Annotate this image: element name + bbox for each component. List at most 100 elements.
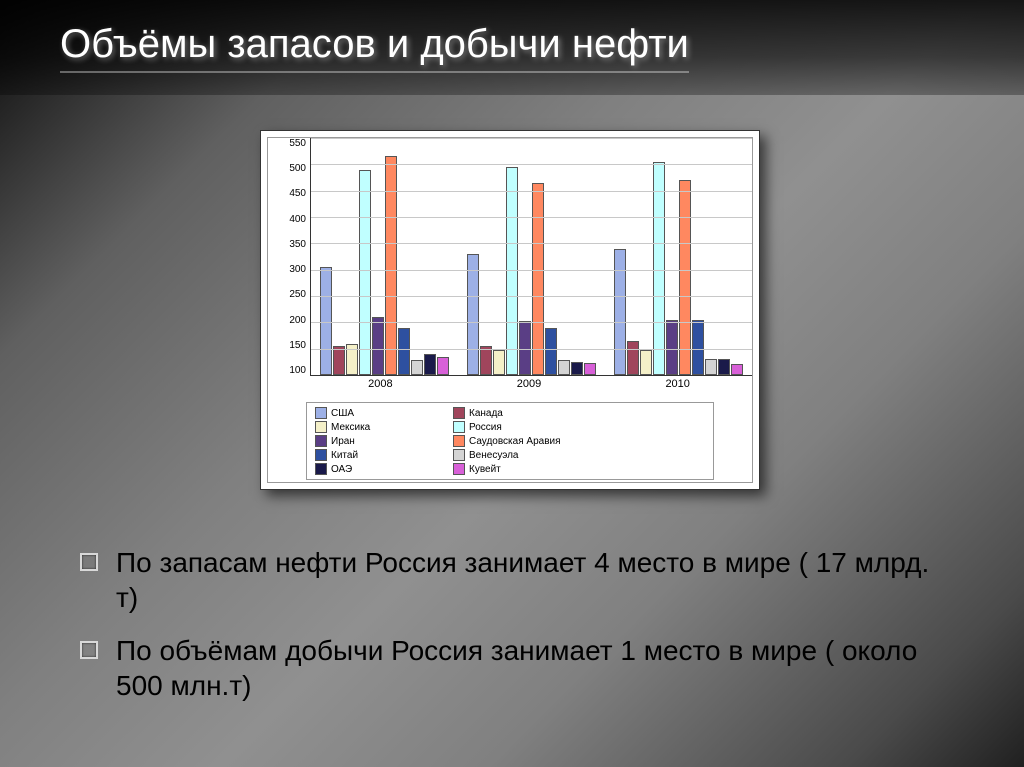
legend-label: Иран <box>331 436 355 447</box>
x-axis: 200820092010 <box>306 376 752 398</box>
legend-swatch <box>453 449 465 461</box>
bar <box>705 359 717 375</box>
chart-inner: 550 500 450 400 350 300 250 200 150 100 200820092… <box>267 137 753 483</box>
bar-group <box>458 138 605 375</box>
legend-item: Россия <box>453 421 573 433</box>
y-tick-label: 150 <box>289 340 306 351</box>
legend-swatch <box>453 407 465 419</box>
bar <box>385 156 397 375</box>
bar <box>653 162 665 375</box>
bar <box>398 328 410 375</box>
bar <box>614 249 626 375</box>
bar <box>506 167 518 375</box>
bar <box>372 317 384 375</box>
legend-item: Венесуэла <box>453 449 573 461</box>
bar <box>731 364 743 375</box>
legend-swatch <box>453 435 465 447</box>
legend-swatch <box>453 463 465 475</box>
legend-item: США <box>315 407 435 419</box>
legend-label: ОАЭ <box>331 464 352 475</box>
bar <box>424 354 436 375</box>
bar <box>640 350 652 375</box>
bar <box>718 359 730 375</box>
legend: США Канада Мексика Россия Иран Саудовская Ара… <box>306 402 714 480</box>
legend-label: Канада <box>469 408 503 419</box>
legend-label: Мексика <box>331 422 370 433</box>
x-tick-label: 2010 <box>603 376 752 398</box>
plot-area <box>310 138 752 376</box>
bar <box>467 254 479 375</box>
x-tick-label: 2009 <box>455 376 604 398</box>
y-tick-label: 550 <box>289 138 306 149</box>
legend-item: Китай <box>315 449 435 461</box>
legend-swatch <box>315 449 327 461</box>
legend-label: США <box>331 408 354 419</box>
gridline <box>311 349 752 350</box>
legend-swatch <box>315 421 327 433</box>
slide-title: Объёмы запасов и добычи нефти <box>60 22 689 73</box>
gridline <box>311 296 752 297</box>
bar <box>558 360 570 375</box>
bar <box>480 346 492 375</box>
title-bar: Объёмы запасов и добычи нефти <box>0 0 1024 95</box>
gridline <box>311 322 752 323</box>
legend-label: Китай <box>331 450 358 461</box>
y-tick-label: 100 <box>289 365 306 376</box>
bar-group <box>311 138 458 375</box>
legend-label: Россия <box>469 422 502 433</box>
gridline <box>311 217 752 218</box>
legend-swatch <box>315 407 327 419</box>
bullet-list: По запасам нефти Россия занимает 4 место… <box>80 545 954 721</box>
y-axis: 550 500 450 400 350 300 250 200 150 100 <box>268 138 310 376</box>
bar <box>359 170 371 375</box>
bullet-icon <box>80 641 98 659</box>
bullet-icon <box>80 553 98 571</box>
bar <box>411 360 423 375</box>
chart-container: 550 500 450 400 350 300 250 200 150 100 200820092… <box>260 130 760 490</box>
bar <box>571 362 583 375</box>
legend-label: Кувейт <box>469 464 501 475</box>
bar <box>320 267 332 375</box>
bar-groups <box>311 138 752 375</box>
gridline <box>311 164 752 165</box>
x-tick-label: 2008 <box>306 376 455 398</box>
legend-item: Саудовская Аравия <box>453 435 573 447</box>
y-tick-label: 500 <box>289 163 306 174</box>
legend-label: Венесуэла <box>469 450 518 461</box>
bar <box>584 363 596 375</box>
y-tick-label: 450 <box>289 188 306 199</box>
bullet-item: По объёмам добычи Россия занимает 1 мест… <box>80 633 954 703</box>
legend-swatch <box>315 435 327 447</box>
gridline <box>311 243 752 244</box>
gridline <box>311 138 752 139</box>
bar <box>545 328 557 375</box>
bar <box>493 350 505 375</box>
y-tick-label: 350 <box>289 239 306 250</box>
legend-label: Саудовская Аравия <box>469 436 561 447</box>
legend-item: Иран <box>315 435 435 447</box>
bar-group <box>605 138 752 375</box>
bullet-text: По запасам нефти Россия занимает 4 место… <box>116 545 954 615</box>
plot-row: 550 500 450 400 350 300 250 200 150 100 <box>268 138 752 376</box>
y-tick-label: 200 <box>289 315 306 326</box>
bar <box>333 346 345 375</box>
bar <box>692 320 704 375</box>
bar <box>532 183 544 375</box>
legend-swatch <box>453 421 465 433</box>
bullet-item: По запасам нефти Россия занимает 4 место… <box>80 545 954 615</box>
bar <box>627 341 639 375</box>
bar <box>437 357 449 375</box>
bullet-text: По объёмам добычи Россия занимает 1 мест… <box>116 633 954 703</box>
slide: Объёмы запасов и добычи нефти 550 500 450 4… <box>0 0 1024 767</box>
legend-item: Кувейт <box>453 463 573 475</box>
legend-item: Мексика <box>315 421 435 433</box>
legend-item: Канада <box>453 407 573 419</box>
y-tick-label: 250 <box>289 289 306 300</box>
legend-item: ОАЭ <box>315 463 435 475</box>
gridline <box>311 191 752 192</box>
bar <box>666 320 678 375</box>
legend-swatch <box>315 463 327 475</box>
y-tick-label: 400 <box>289 214 306 225</box>
bar <box>679 180 691 375</box>
y-tick-label: 300 <box>289 264 306 275</box>
